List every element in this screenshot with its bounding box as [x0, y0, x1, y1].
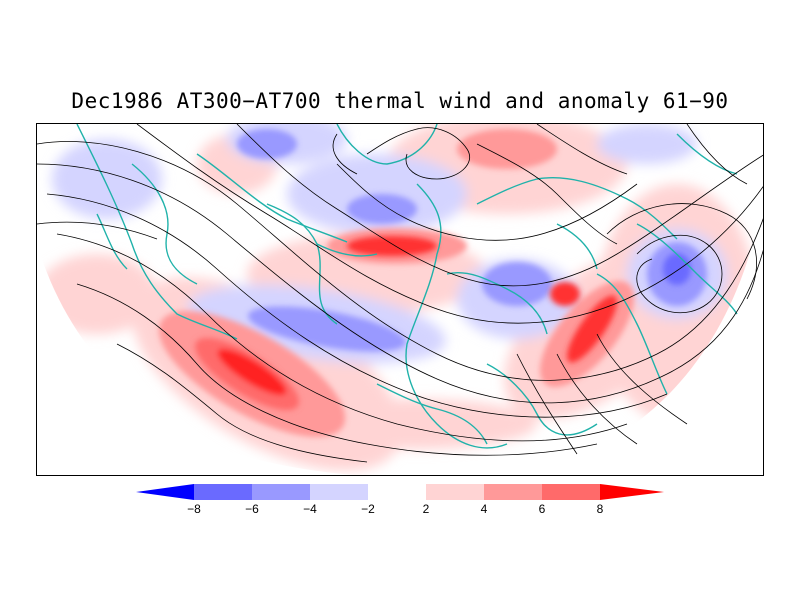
map-frame: [36, 123, 764, 476]
colorbar-label: −8: [187, 502, 201, 516]
colorbar-bin-pos-2-4: [426, 484, 484, 500]
colorbar-label: −6: [245, 502, 259, 516]
colorbar-label: 8: [596, 502, 604, 516]
colorbar-label: 4: [480, 502, 488, 516]
thermal-wind-streamlines: [37, 124, 763, 463]
colorbar-label: −4: [303, 502, 317, 516]
colorbar-bin-pos-4-6: [484, 484, 542, 500]
colorbar-label: 2: [422, 502, 430, 516]
anomaly-map: [37, 124, 763, 471]
colorbar-bin-neg-6-4: [252, 484, 310, 500]
colorbar-label: −2: [361, 502, 375, 516]
colorbar-bin-pos-6-8: [542, 484, 600, 500]
colorbar: [136, 484, 664, 500]
map-title: Dec1986 AT300−AT700 thermal wind and ano…: [71, 89, 729, 113]
colorbar-pos-extreme: [600, 484, 664, 500]
coastlines: [76, 124, 738, 449]
colorbar-bin-neg-4-2: [310, 484, 368, 500]
colorbar-bin-neg-8-6: [194, 484, 252, 500]
colorbar-label: 6: [538, 502, 546, 516]
anomaly-shading: [37, 124, 757, 471]
colorbar-neg-extreme: [136, 484, 194, 500]
colorbar-bin-neutral: [368, 484, 426, 500]
